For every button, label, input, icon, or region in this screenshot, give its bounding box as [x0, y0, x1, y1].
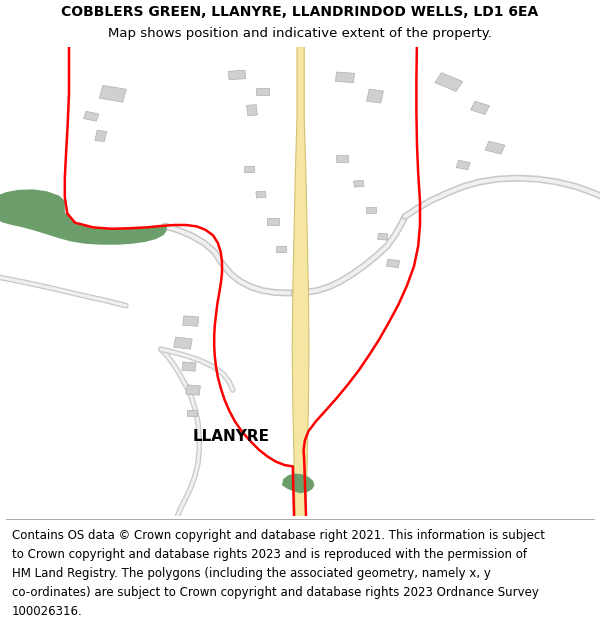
Bar — [456, 160, 470, 170]
Text: to Crown copyright and database rights 2023 and is reproduced with the permissio: to Crown copyright and database rights 2… — [12, 548, 527, 561]
Bar — [377, 233, 388, 240]
Bar — [367, 89, 383, 103]
Bar — [183, 316, 199, 326]
Text: Map shows position and indicative extent of the property.: Map shows position and indicative extent… — [108, 28, 492, 40]
Bar — [244, 166, 254, 172]
Bar — [366, 207, 376, 213]
Bar — [435, 72, 463, 91]
Polygon shape — [282, 474, 314, 493]
Bar — [335, 72, 355, 82]
Polygon shape — [0, 189, 167, 244]
Bar — [247, 105, 257, 116]
Bar — [100, 86, 126, 102]
Bar — [276, 246, 286, 252]
Bar — [485, 141, 505, 154]
Bar — [353, 181, 364, 187]
Bar — [95, 130, 107, 142]
Text: Contains OS data © Crown copyright and database right 2021. This information is : Contains OS data © Crown copyright and d… — [12, 529, 545, 542]
Bar — [187, 411, 197, 416]
Bar — [228, 70, 246, 80]
Bar — [182, 362, 196, 371]
Bar — [470, 101, 490, 114]
Bar — [186, 385, 200, 395]
Text: HM Land Registry. The polygons (including the associated geometry, namely x, y: HM Land Registry. The polygons (includin… — [12, 567, 491, 580]
Polygon shape — [292, 38, 309, 525]
Bar — [386, 259, 400, 268]
Text: COBBLERS GREEN, LLANYRE, LLANDRINDOD WELLS, LD1 6EA: COBBLERS GREEN, LLANYRE, LLANDRINDOD WEL… — [61, 5, 539, 19]
Bar — [256, 88, 269, 95]
Text: 100026316.: 100026316. — [12, 605, 83, 618]
Bar — [256, 191, 266, 198]
Text: co-ordinates) are subject to Crown copyright and database rights 2023 Ordnance S: co-ordinates) are subject to Crown copyr… — [12, 586, 539, 599]
Bar — [174, 337, 192, 349]
Bar — [336, 154, 348, 162]
Bar — [83, 111, 99, 121]
Text: LLANYRE: LLANYRE — [193, 429, 269, 444]
Bar — [267, 217, 279, 225]
